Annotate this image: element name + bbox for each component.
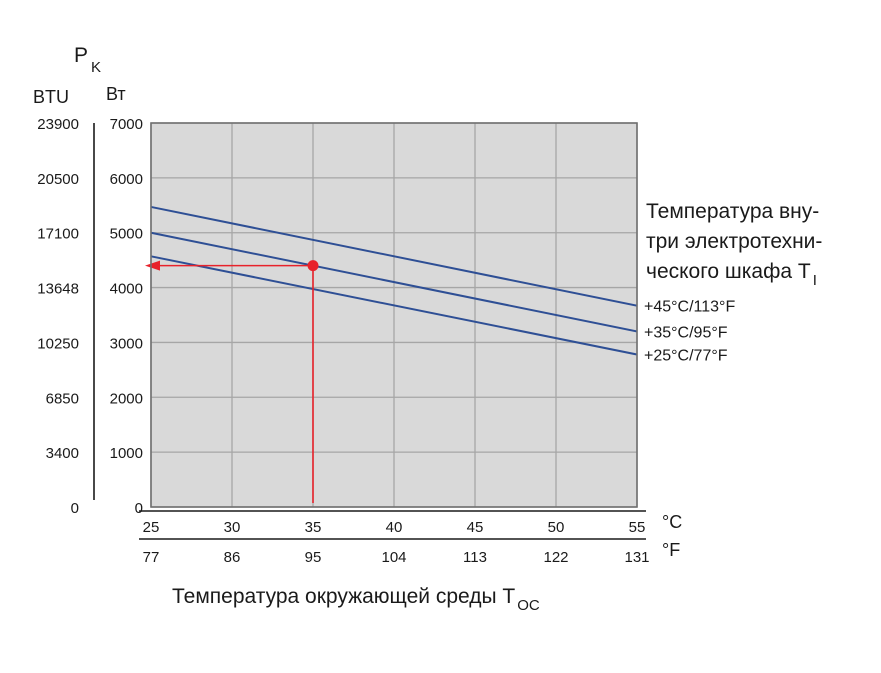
series-line (150, 255, 638, 356)
x-tick-label-fahrenheit: 95 (305, 549, 322, 566)
y-axis-unit-watts: Вт (106, 84, 126, 104)
annotation-point (307, 260, 319, 272)
y-tick-label-watts: 5000 (110, 226, 143, 243)
y-tick-label-watts: 2000 (110, 390, 143, 407)
x-tick-label-fahrenheit: 122 (543, 549, 568, 566)
series-line (150, 205, 638, 307)
y-tick-label-watts: 1000 (110, 445, 143, 462)
y-tick-label-watts: 3000 (110, 335, 143, 352)
legend-title-line: Температура вну- (646, 200, 819, 223)
x-tick-label-celsius: 40 (386, 519, 403, 536)
y-tick-label-btu: 3400 (46, 445, 79, 462)
annotation-arrowhead (145, 260, 160, 271)
x-tick-label-fahrenheit: 86 (224, 549, 241, 566)
y-tick-label-watts: 6000 (110, 171, 143, 188)
annotation-layer (145, 260, 319, 503)
series-label: +45°C/113°F (644, 299, 735, 316)
plot-frame (150, 122, 638, 508)
series-label: +25°C/77°F (644, 347, 728, 364)
x-tick-label-celsius: 25 (143, 519, 160, 536)
legend-title-subscript: I (813, 272, 817, 289)
axis-layer (93, 122, 646, 540)
y-tick-label-btu: 0 (71, 500, 79, 517)
y-tick-label-btu: 6850 (46, 390, 79, 407)
x-tick-label-celsius: 45 (467, 519, 484, 536)
label-layer: 7000 6000 5000 4000 3000 2000 1000 0 23900 20500 1… (33, 44, 822, 614)
x-tick-label-fahrenheit: 77 (143, 549, 160, 566)
y-tick-label-btu: 17100 (37, 226, 79, 243)
series-layer (150, 205, 638, 356)
y-tick-label-watts: 0 (135, 500, 143, 517)
x-axis-label-subscript: OC (517, 597, 540, 614)
x-tick-label-celsius: 55 (629, 519, 646, 536)
y-tick-label-watts: 4000 (110, 281, 143, 298)
x-axis-label: Температура окружающей среды T (172, 585, 515, 608)
series-line (150, 231, 638, 333)
y-axis-symbol: P (74, 44, 88, 67)
x-tick-label-celsius: 50 (548, 519, 565, 536)
x-tick-label-celsius: 35 (305, 519, 322, 536)
y-tick-label-btu: 23900 (37, 116, 79, 133)
x-tick-label-fahrenheit: 113 (463, 549, 487, 566)
legend-title-line: ческого шкафа T (646, 260, 811, 283)
series-label: +35°C/95°F (644, 324, 728, 341)
x-tick-label-celsius: 30 (224, 519, 241, 536)
x-tick-label-fahrenheit: 104 (381, 549, 406, 566)
y-tick-label-btu: 10250 (37, 335, 79, 352)
x-tick-label-fahrenheit: 131 (624, 549, 649, 566)
y-tick-label-watts: 7000 (110, 116, 143, 133)
y-tick-label-btu: 13648 (37, 281, 79, 298)
y-axis-unit-btu: BTU (33, 87, 69, 107)
x-unit-fahrenheit: °F (662, 540, 680, 560)
legend-title-line: три электротехни- (646, 230, 822, 253)
x-unit-celsius: °C (662, 512, 682, 532)
y-tick-label-btu: 20500 (37, 171, 79, 188)
y-axis-symbol-subscript: K (91, 59, 101, 76)
